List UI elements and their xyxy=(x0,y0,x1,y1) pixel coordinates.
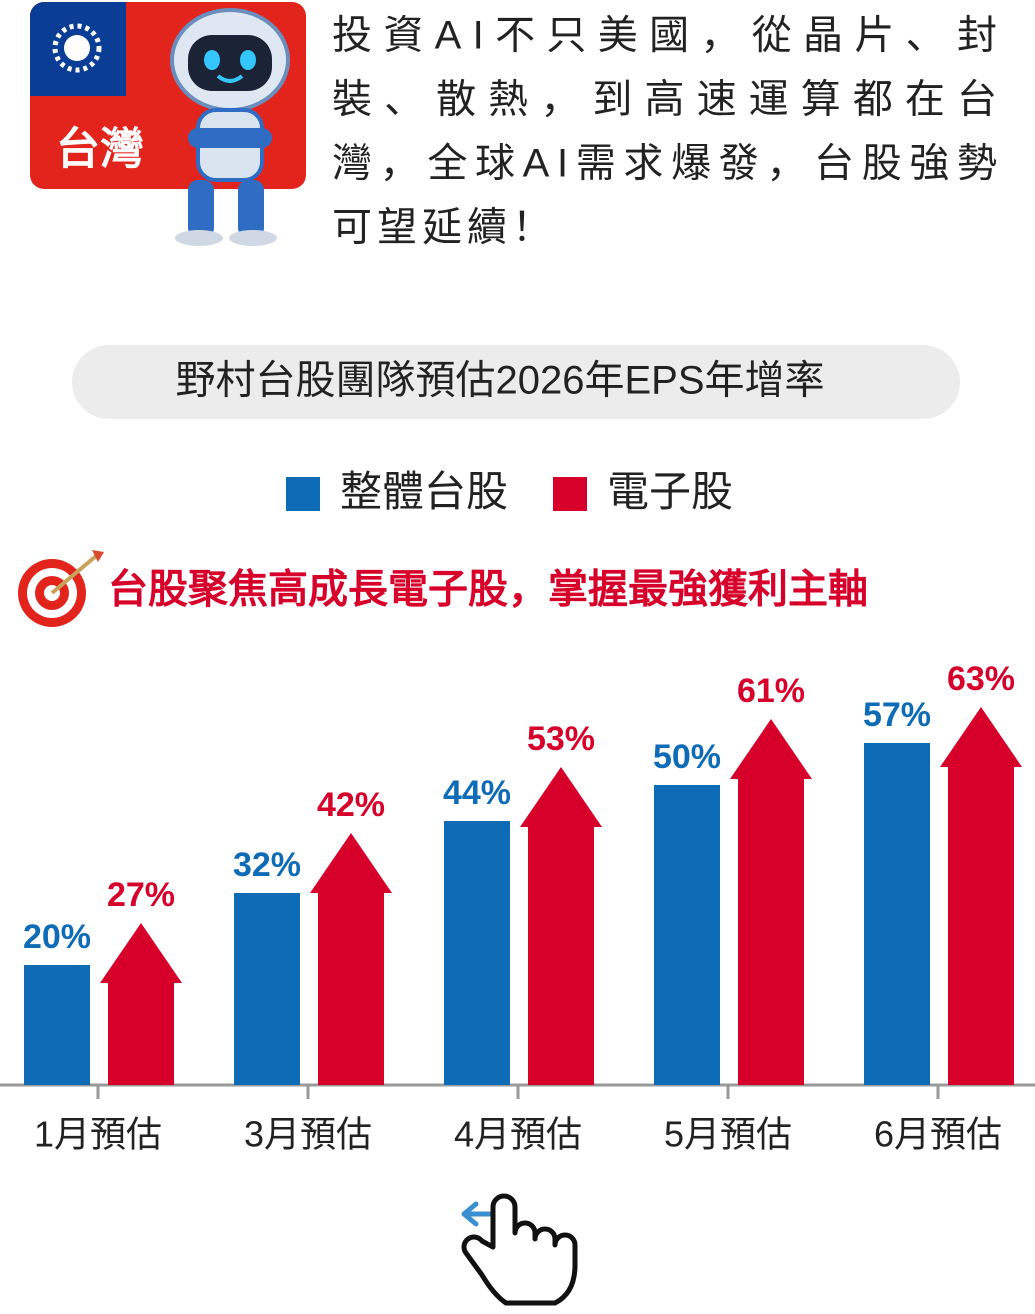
value-label: 50% xyxy=(653,738,721,776)
legend-swatch xyxy=(553,477,587,511)
target-icon xyxy=(18,550,104,627)
value-label: 27% xyxy=(107,876,175,914)
header-line: 裝、散熱，到高速運算都在台 xyxy=(332,78,1002,122)
value-label: 53% xyxy=(527,720,595,758)
chart-title: 野村台股團隊預估2026年EPS年增率 xyxy=(175,359,824,403)
value-label: 61% xyxy=(737,672,805,710)
arrow-bar xyxy=(730,719,812,1085)
header-text: 投資AI不只美國，從晶片、封裝、散熱，到高速運算都在台灣，全球AI需求爆發，台股… xyxy=(332,14,1002,250)
value-label: 44% xyxy=(443,774,511,812)
flag-badge: 台灣 xyxy=(30,2,306,246)
plot: 1月預估 20% 27% 3月預估 32% 42% 4月預估 44% 53% 5月預估 50% 61%… xyxy=(0,660,1035,1155)
value-label: 42% xyxy=(317,786,385,824)
legend-label: 電子股 xyxy=(607,468,733,515)
title-pill xyxy=(72,345,960,419)
header-line: 投資AI不只美國，從晶片、封 xyxy=(332,14,1002,58)
arrow-bar xyxy=(520,767,602,1085)
annotation: 台股聚焦高成長電子股，掌握最強獲利主軸 xyxy=(108,568,868,612)
value-label: 63% xyxy=(947,660,1015,698)
header-line: 灣，全球AI需求爆發，台股強勢 xyxy=(332,142,1002,186)
bar xyxy=(444,821,510,1085)
value-label: 32% xyxy=(233,846,301,884)
robot xyxy=(170,8,290,246)
swipe-hint xyxy=(461,1193,578,1306)
bar xyxy=(234,893,300,1085)
header-line: 可望延續！ xyxy=(332,206,557,250)
value-label: 57% xyxy=(863,696,931,734)
legend-label: 整體台股 xyxy=(340,468,508,515)
legend-swatch xyxy=(286,477,320,511)
flag-label: 台灣 xyxy=(56,125,144,174)
arrow-bar xyxy=(310,833,392,1085)
x-tick-label: 5月預估 xyxy=(664,1114,792,1155)
legend: 整體台股 電子股 xyxy=(286,468,733,515)
x-tick-label: 3月預估 xyxy=(244,1114,372,1155)
bar xyxy=(864,743,930,1085)
arrow-bar xyxy=(100,923,182,1085)
value-label: 20% xyxy=(23,918,91,956)
x-tick-label: 6月預估 xyxy=(874,1114,1002,1155)
x-tick-label: 4月預估 xyxy=(454,1114,582,1155)
bar xyxy=(24,965,90,1085)
bar xyxy=(654,785,720,1085)
x-tick-label: 1月預估 xyxy=(34,1114,162,1155)
arrow-bar xyxy=(940,707,1022,1085)
